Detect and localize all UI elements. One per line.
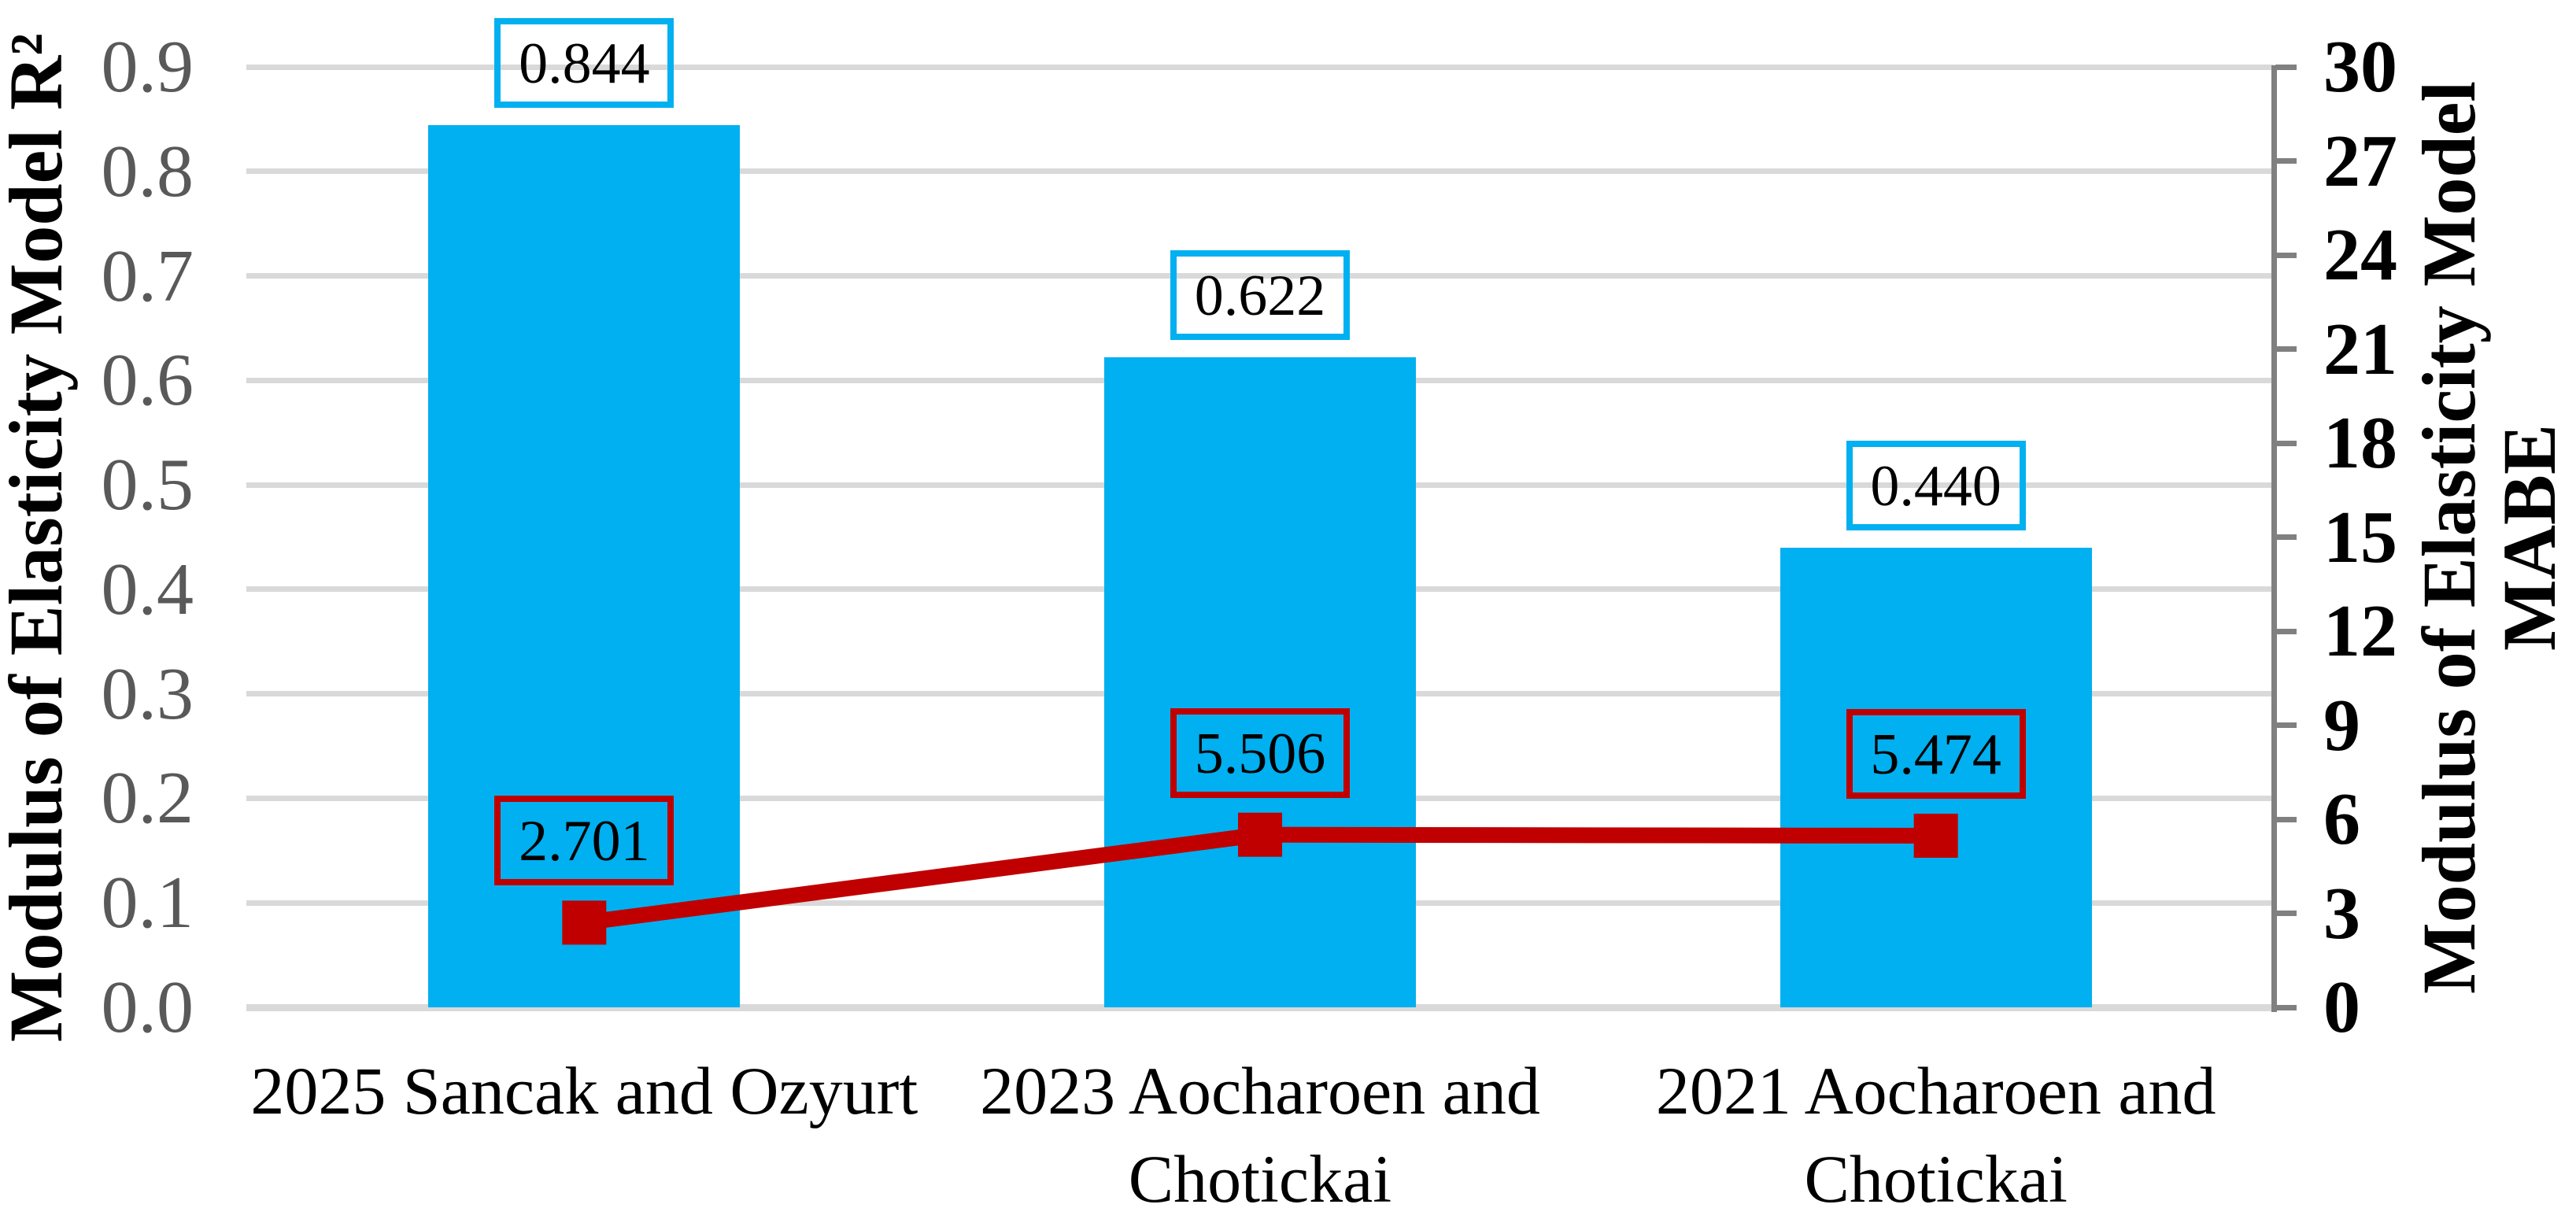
right-axis-tick	[2275, 346, 2297, 352]
right-axis-title-line1: Modulus of Elasticity Model	[2407, 80, 2491, 995]
line-value-label: 5.474	[1846, 708, 2026, 799]
line-series	[562, 812, 1958, 945]
x-category-label: 2025 Sancak and Ozyurt	[250, 1053, 918, 1129]
x-category-label: 2021 Aocharoen and Chotickai	[1655, 1053, 2216, 1208]
right-axis-tick	[2275, 628, 2297, 634]
x-category-label: 2023 Aocharoen and Chotickai	[980, 1053, 1540, 1208]
bar	[1780, 547, 2092, 1007]
right-axis-tick	[2275, 816, 2297, 822]
right-axis-tick-label: 3	[2323, 872, 2360, 955]
right-axis-title: Modulus of Elasticity Model MABE	[2407, 80, 2571, 995]
right-axis-tick-label: 6	[2323, 778, 2360, 860]
bar-value-label: 0.440	[1846, 440, 2026, 530]
left-axis-tick-label: 0.3	[101, 652, 194, 735]
left-axis-tick-label: 0.7	[101, 235, 194, 317]
bar	[1104, 357, 1416, 1007]
gridline	[246, 273, 2274, 279]
bar-value-label: 0.844	[494, 18, 674, 109]
right-axis-tick	[2275, 252, 2297, 258]
right-axis-tick-label: 12	[2323, 590, 2397, 672]
left-axis-tick-label: 0.6	[101, 339, 194, 422]
line-marker	[1913, 813, 1958, 858]
right-axis-tick	[2275, 722, 2297, 728]
left-axis-tick-label: 0.1	[101, 862, 194, 944]
right-axis-tick-label: 21	[2323, 308, 2397, 390]
right-axis-tick-label: 24	[2323, 214, 2397, 296]
right-axis-tick-label: 0	[2323, 966, 2360, 1048]
right-axis-tick-label: 30	[2323, 26, 2397, 108]
right-axis-line	[2271, 65, 2277, 1012]
left-axis-tick-label: 0.8	[101, 130, 194, 212]
right-axis-title-line2: MABE	[2487, 424, 2571, 652]
bar-value-label: 0.622	[1170, 250, 1350, 341]
line-value-label: 5.506	[1170, 707, 1350, 798]
right-axis-tick	[2275, 440, 2297, 446]
line-marker	[562, 900, 607, 945]
right-axis-tick	[2275, 534, 2297, 540]
line-marker	[1238, 812, 1282, 857]
left-axis-tick-label: 0.9	[101, 26, 194, 108]
line-value-label: 2.701	[494, 796, 674, 886]
left-axis-tick-label: 0.5	[101, 444, 194, 526]
right-axis-tick-label: 18	[2323, 402, 2397, 484]
bar	[428, 125, 741, 1007]
gridline	[246, 168, 2274, 175]
left-axis-tick-label: 0.0	[101, 966, 194, 1048]
right-axis-tick-label: 9	[2323, 684, 2360, 767]
right-axis-tick-label: 15	[2323, 496, 2397, 578]
right-axis-tick	[2275, 64, 2297, 70]
right-axis-tick	[2275, 1004, 2297, 1010]
left-axis-tick-label: 0.2	[101, 757, 194, 840]
x-axis-line	[246, 1003, 2274, 1011]
right-axis-tick	[2275, 158, 2297, 164]
left-axis-tick-label: 0.4	[101, 548, 194, 630]
right-axis-tick-label: 27	[2323, 120, 2397, 202]
gridline	[246, 64, 2274, 70]
right-axis-tick	[2275, 911, 2297, 916]
